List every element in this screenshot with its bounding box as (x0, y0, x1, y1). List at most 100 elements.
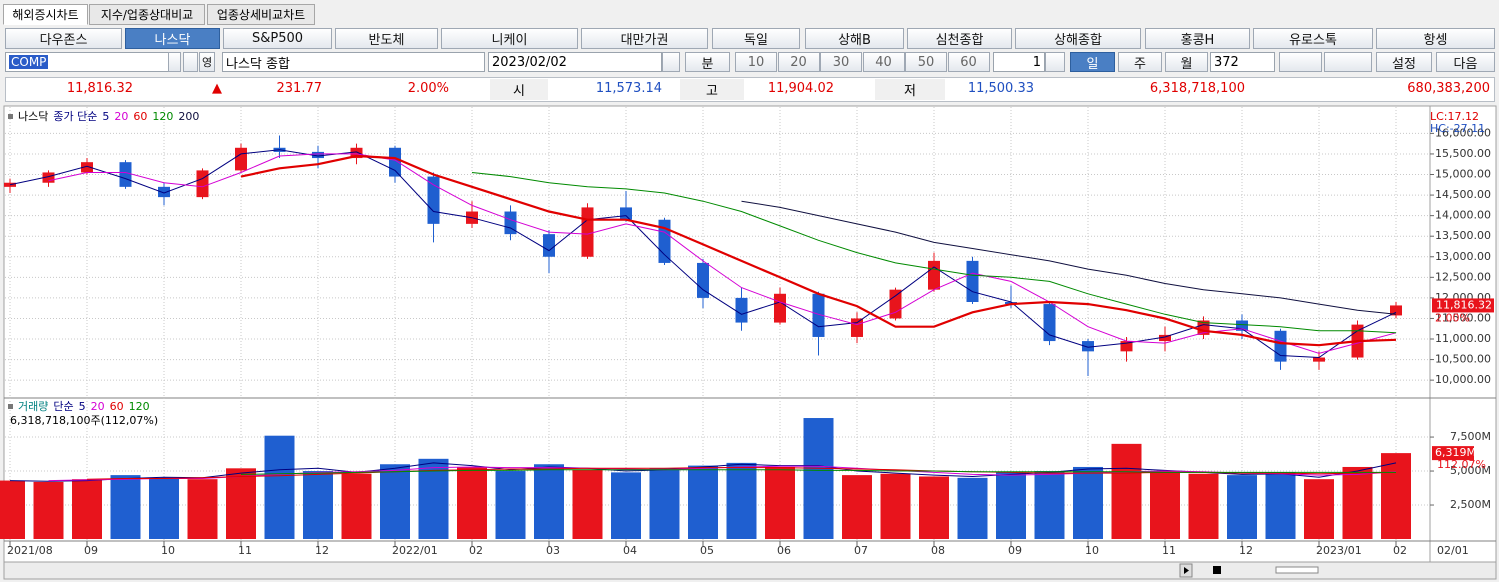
market-button[interactable]: 반도체 (335, 28, 438, 49)
y-tick-label: 15,000.00 (1435, 168, 1491, 181)
volume-bar (957, 477, 988, 539)
market-button[interactable]: 대만가권 (581, 28, 708, 49)
count-field[interactable]: 372 (1210, 52, 1275, 72)
y-tick-label: 5,000M (1450, 464, 1491, 477)
volume-bar (264, 435, 295, 539)
scrollbar[interactable] (3, 561, 1497, 580)
legend-marker (8, 404, 13, 409)
volume-bar (33, 481, 64, 539)
tab[interactable]: 지수/업종상대비교 (89, 4, 205, 25)
volume-bar (842, 475, 872, 539)
legend-item: 20 (114, 110, 128, 123)
market-button[interactable]: 상해종합 (1015, 28, 1141, 49)
x-tick-label: 11 (1162, 544, 1176, 557)
volume-bar (1188, 473, 1219, 539)
market-button[interactable]: 독일 (712, 28, 800, 49)
candle-body (1120, 341, 1133, 352)
quote-high: 11,904.02 (767, 81, 834, 96)
candle-body (42, 172, 55, 183)
minute-button[interactable]: 10 (735, 52, 777, 72)
candle-body (1043, 304, 1056, 342)
legend-subtitle: 종가 단순 (53, 110, 97, 123)
market-button[interactable]: 상해B (805, 28, 904, 49)
symbol-input[interactable]: COMP (5, 52, 169, 72)
volume-ma-line (9, 462, 1397, 482)
next-button[interactable]: 다음 (1436, 52, 1495, 72)
volume-bar (726, 462, 757, 539)
last-change-label: 2.00% (1435, 311, 1470, 324)
market-button[interactable]: 항셍 (1376, 28, 1495, 49)
tab[interactable]: 해외증시차트 (3, 4, 88, 25)
market-button[interactable]: S&P500 (223, 28, 332, 49)
market-button[interactable]: 니케이 (441, 28, 578, 49)
candle-body (504, 211, 517, 235)
volume-change-label: 112.07% (1437, 458, 1486, 471)
market-button[interactable]: 심천종합 (907, 28, 1012, 49)
scroll-icon (1184, 567, 1189, 574)
market-button[interactable]: 나스닥 (125, 28, 220, 49)
unit-button[interactable]: 분 (685, 52, 730, 72)
candle-body (543, 234, 555, 257)
volume-bar (1111, 443, 1142, 539)
last-price-box (1432, 298, 1494, 313)
period-button[interactable]: 주 (1118, 52, 1162, 72)
candle-body (1159, 334, 1171, 342)
legend-title: 나스닥 (18, 110, 48, 123)
volume-bar (110, 475, 141, 539)
minute-button[interactable]: 40 (862, 52, 905, 72)
candle-body (1274, 330, 1287, 362)
chart-tool-button[interactable] (1324, 52, 1372, 72)
candle-body (581, 207, 594, 257)
interval-field[interactable]: 1 (993, 52, 1045, 72)
x-tick-label: 10 (1085, 544, 1099, 557)
x-tick-label: 11 (238, 544, 252, 557)
date-field[interactable]: 2023/02/02 (488, 52, 662, 72)
quote-amount: 680,383,200 (1407, 81, 1490, 96)
y-tick-label: 11,000.00 (1435, 332, 1491, 345)
period-button[interactable]: 월 (1165, 52, 1208, 72)
calendar-button[interactable] (662, 52, 680, 72)
interval-dropdown[interactable] (1045, 52, 1065, 72)
volume-bar (187, 479, 218, 539)
volume-bar (688, 465, 718, 539)
zoom-slider[interactable] (1275, 566, 1319, 574)
quote-last: 11,816.32 (66, 81, 133, 96)
x-axis-end-label: 02/01 (1437, 544, 1469, 557)
chart-style-button[interactable] (1279, 52, 1322, 72)
volume-bar (149, 477, 179, 539)
minute-button[interactable]: 20 (777, 52, 820, 72)
minute-button[interactable]: 30 (820, 52, 862, 72)
volume-bar (1034, 471, 1065, 539)
volume-bar (0, 480, 25, 539)
dropdown-arrow[interactable] (168, 52, 181, 72)
volume-bar (880, 473, 911, 539)
x-tick-label: 12 (315, 544, 329, 557)
market-button[interactable]: 유로스톡 (1253, 28, 1373, 49)
volume-bar (1342, 466, 1373, 539)
market-button[interactable]: 홍콩H (1145, 28, 1250, 49)
settings-button[interactable]: 설정 (1376, 52, 1432, 72)
minute-button[interactable]: 60 (947, 52, 990, 72)
market-button[interactable]: 다우존스 (5, 28, 122, 49)
candle-body (312, 151, 324, 159)
x-tick-label: 07 (854, 544, 868, 557)
x-tick-label: 09 (84, 544, 98, 557)
y-tick-label: 14,000.00 (1435, 209, 1491, 222)
legend-subtitle: 단순 (53, 400, 73, 413)
quote-volume: 6,318,718,100 (1149, 81, 1245, 96)
lang-button[interactable]: 영 (199, 52, 215, 72)
candle-body (81, 162, 93, 173)
x-tick-label: 05 (700, 544, 714, 557)
period-button[interactable]: 일 (1070, 52, 1115, 72)
search-button[interactable] (183, 52, 198, 72)
candle-body (196, 170, 209, 198)
candle-body (389, 147, 401, 177)
stop-icon[interactable] (1213, 566, 1221, 574)
minute-button[interactable]: 50 (905, 52, 947, 72)
x-tick-label: 04 (623, 544, 637, 557)
name-field: 나스닥 종합 (222, 52, 485, 72)
tab[interactable]: 업종상세비교차트 (207, 4, 315, 25)
quote-arrow: ▲ (212, 81, 222, 96)
last-price-label: 11,816.32 (1436, 298, 1492, 311)
